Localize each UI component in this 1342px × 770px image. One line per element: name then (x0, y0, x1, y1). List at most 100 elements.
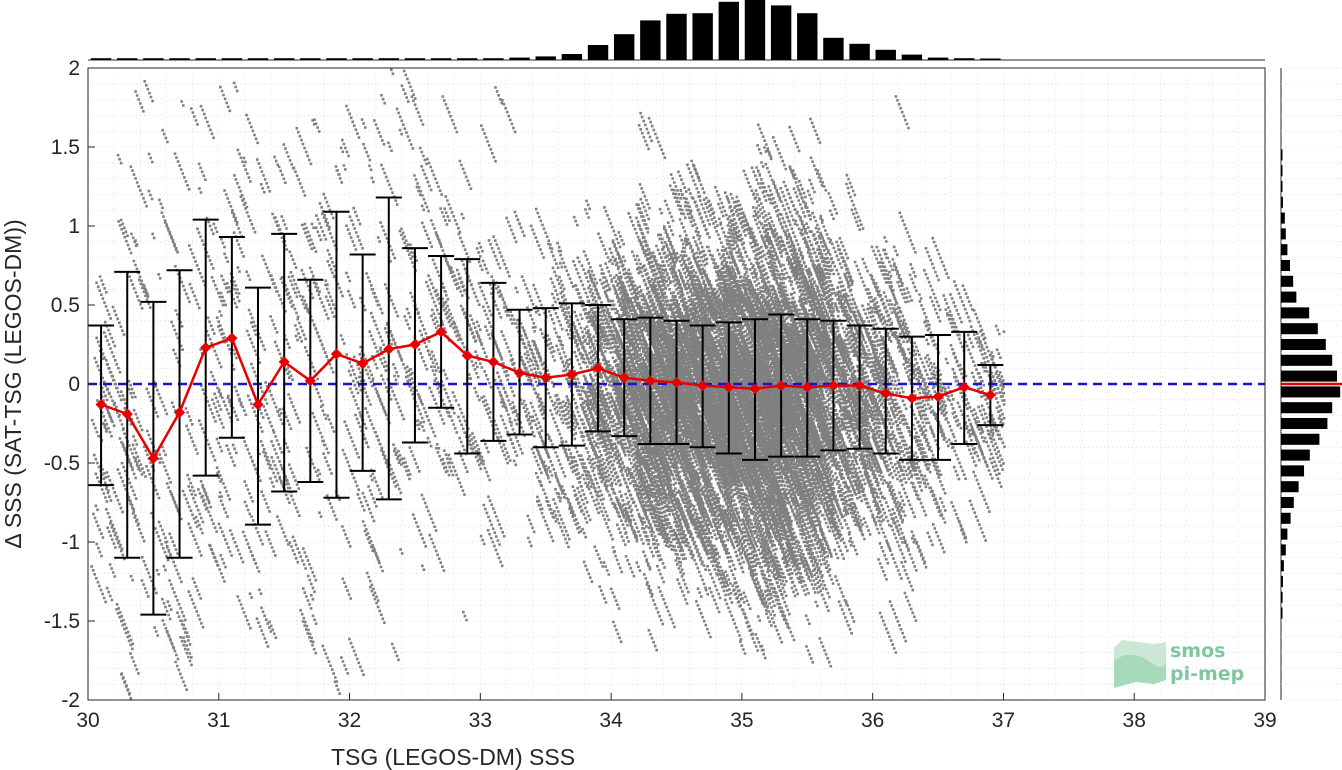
top-histogram-bar (980, 58, 1001, 60)
right-histogram-bar (1281, 307, 1310, 319)
mean-marker (226, 332, 238, 344)
top-histogram-bar (457, 58, 478, 60)
top-histogram-bar (300, 58, 321, 60)
mean-marker (697, 380, 709, 392)
mean-marker (330, 348, 343, 360)
mean-marker (749, 383, 761, 395)
x-tick-label: 33 (469, 709, 492, 732)
mean-marker (566, 368, 578, 381)
top-histogram-bar (195, 58, 216, 60)
top-histogram-bar (797, 13, 818, 60)
y-tick-label: -1 (61, 531, 80, 554)
x-tick-label: 39 (1253, 709, 1276, 732)
right-histogram-bar (1281, 275, 1294, 287)
top-histogram-bar (561, 54, 583, 60)
top-histogram-bar (875, 49, 896, 60)
top-histogram-bar (378, 58, 399, 60)
mean-marker (801, 381, 813, 393)
mean-marker (278, 356, 290, 368)
top-histogram-bar (273, 58, 295, 60)
y-tick-label: -1.5 (44, 610, 80, 633)
mean-marker (173, 406, 186, 419)
right-histogram-bar (1281, 402, 1333, 414)
top-histogram-bar (901, 54, 923, 60)
right-histogram-bar (1281, 259, 1290, 272)
top-histogram-bar (535, 56, 556, 60)
top-histogram-bar (483, 58, 504, 60)
mean-marker (880, 387, 892, 400)
top-histogram-bar (509, 57, 530, 60)
smos-pi-mep-logo: smos pi-mep (1114, 640, 1244, 688)
right-histogram-bar (1281, 386, 1341, 398)
top-histogram-bar (143, 58, 164, 60)
mean-marker (461, 349, 473, 362)
right-histogram-bar (1281, 149, 1283, 161)
right-histogram-bar (1281, 417, 1328, 430)
mean-marker (984, 389, 996, 401)
x-tick-label: 37 (992, 709, 1015, 732)
mean-marker (200, 342, 212, 354)
mean-marker (958, 381, 970, 393)
top-histogram-bar (718, 1, 740, 61)
x-tick-label: 36 (861, 709, 884, 732)
top-histogram-bar (247, 58, 269, 60)
right-histogram-bar (1281, 607, 1283, 619)
top-histogram (88, 0, 1265, 61)
top-histogram-bar (666, 13, 687, 61)
top-histogram-bar (849, 43, 870, 60)
top-histogram-bar (692, 13, 713, 60)
mean-marker (618, 372, 630, 384)
y-axis-title: Δ SSS (SAT-TSG (LEGOS-DM)) (0, 219, 26, 548)
right-histogram-bar (1281, 212, 1285, 224)
mean-marker (304, 375, 316, 387)
mean-marker (95, 398, 107, 411)
right-histogram-bar (1281, 591, 1283, 603)
mean-marker (357, 357, 369, 370)
mean-marker (435, 326, 447, 338)
mean-marker (409, 338, 421, 351)
y-axis: -2 -1.5 -1 -0.5 0 0.5 1 1.5 2 (44, 57, 95, 712)
top-histogram-bar (352, 58, 373, 60)
top-histogram-bar (823, 37, 844, 60)
x-tick-label: 31 (207, 709, 230, 732)
right-histogram-bar (1281, 544, 1286, 556)
top-histogram-bar (430, 58, 452, 60)
y-tick-label: -0.5 (44, 452, 80, 475)
mean-marker (854, 380, 866, 392)
right-histogram (1280, 67, 1342, 701)
mean-marker (121, 408, 133, 420)
x-tick-label: 30 (76, 709, 99, 732)
top-histogram-bar (744, 0, 766, 60)
right-histogram-bar (1281, 323, 1318, 335)
mean-marker (487, 356, 499, 368)
top-histogram-bar (613, 34, 635, 60)
top-histogram-bar (221, 58, 243, 60)
mean-marker (723, 381, 735, 393)
mean-marker (383, 343, 395, 355)
right-histogram-bar (1281, 354, 1333, 366)
y-tick-label: 2 (68, 57, 80, 80)
mean-marker (670, 376, 683, 388)
scatter-points (90, 68, 1006, 700)
y-tick-label: -2 (61, 689, 80, 712)
top-histogram-bar (927, 57, 949, 60)
right-histogram-bar (1281, 449, 1310, 461)
x-tick-label: 35 (730, 709, 753, 732)
right-histogram-bar (1281, 433, 1320, 445)
right-histogram-bar (1281, 575, 1283, 588)
top-histogram-bar (169, 58, 190, 60)
mean-marker (252, 398, 264, 411)
x-axis-title: TSG (LEGOS-DM) SSS (331, 744, 575, 770)
top-histogram-bar (640, 20, 661, 60)
logo-waves-overlay-icon (1114, 654, 1166, 688)
mean-marker (644, 375, 656, 387)
y-tick-label: 1.5 (51, 136, 80, 159)
top-histogram-bar (90, 58, 112, 60)
logo-line-pi-mep: pi-mep (1170, 663, 1244, 685)
right-histogram-bar (1281, 481, 1299, 493)
top-histogram-bar (117, 58, 138, 60)
x-axis: 30 31 32 33 34 35 36 37 38 39 (76, 693, 1277, 732)
mean-marker (592, 362, 604, 374)
right-histogram-bar (1281, 244, 1288, 256)
right-histogram-bar (1281, 528, 1288, 540)
